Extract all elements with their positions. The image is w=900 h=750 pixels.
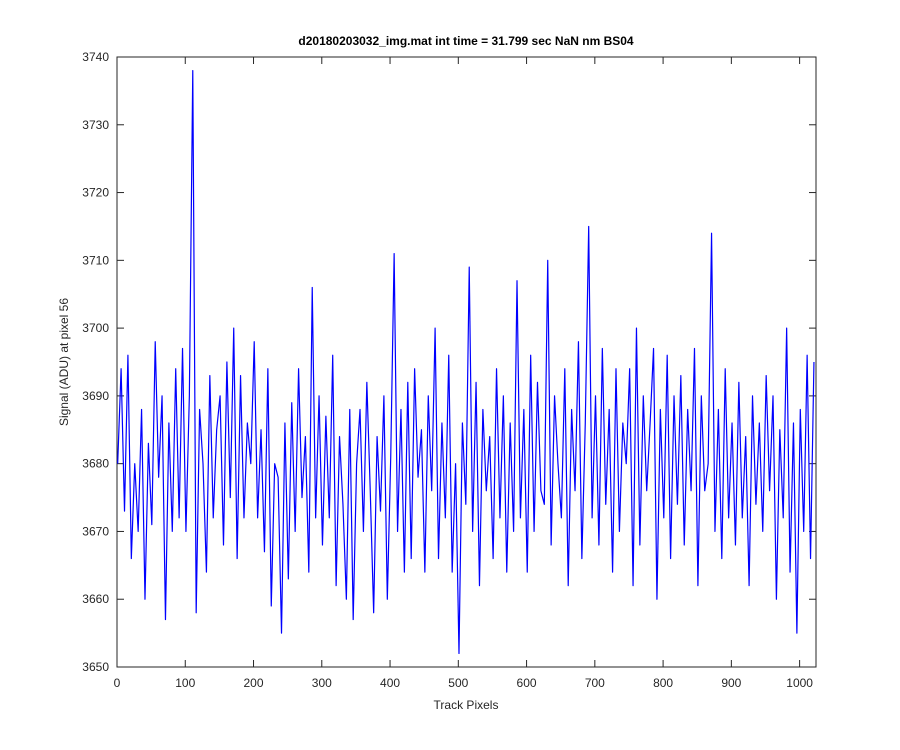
y-tick-label: 3690 — [82, 389, 109, 403]
y-tick-label: 3740 — [82, 50, 109, 64]
y-tick-label: 3650 — [82, 660, 109, 674]
x-tick-label: 100 — [175, 676, 195, 690]
x-tick-label: 700 — [585, 676, 605, 690]
x-tick-label: 300 — [312, 676, 332, 690]
x-tick-label: 0 — [114, 676, 121, 690]
x-tick-label: 200 — [244, 676, 264, 690]
x-tick-label: 500 — [448, 676, 468, 690]
y-tick-label: 3730 — [82, 118, 109, 132]
x-tick-label: 900 — [721, 676, 741, 690]
y-tick-label: 3700 — [82, 321, 109, 335]
x-tick-label: 600 — [517, 676, 537, 690]
y-tick-label: 3710 — [82, 253, 109, 267]
y-tick-label: 3660 — [82, 592, 109, 606]
plot-frame — [116, 56, 817, 668]
chart-title: d20180203032_img.mat int time = 31.799 s… — [298, 34, 634, 48]
data-line — [117, 69, 815, 655]
x-tick-label: 400 — [380, 676, 400, 690]
x-axis-label: Track Pixels — [434, 698, 499, 712]
y-tick-label: 3670 — [82, 524, 109, 538]
x-tick-label: 1000 — [786, 676, 813, 690]
y-tick-label: 3720 — [82, 186, 109, 200]
y-axis-label: Signal (ADU) at pixel 56 — [57, 298, 71, 426]
y-tick-label: 3680 — [82, 457, 109, 471]
x-tick-label: 800 — [653, 676, 673, 690]
